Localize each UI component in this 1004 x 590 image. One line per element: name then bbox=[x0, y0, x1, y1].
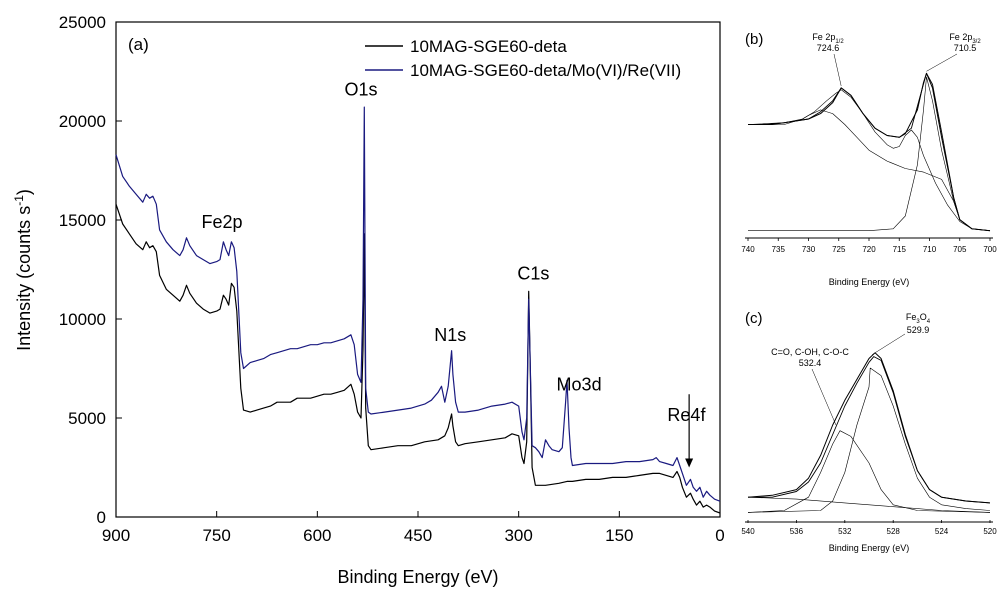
panel-b-x-ticks: 740 735 730 725 720 715 710 705 700 bbox=[741, 238, 997, 254]
b-ann-leader-1 bbox=[926, 53, 958, 72]
a-y-tick-label-1: 5000 bbox=[68, 409, 106, 428]
a-x-tick-label-2: 600 bbox=[303, 526, 331, 545]
panel-a: 900 750 600 450 300 150 0 0 5000 10000 15000 20000… bbox=[12, 13, 725, 587]
re4f-arrow-head bbox=[685, 458, 694, 468]
a-peak-label-5: Re4f bbox=[667, 405, 706, 425]
b-x-tick-label-6: 710 bbox=[923, 245, 937, 254]
c-curve-3 bbox=[747, 367, 991, 513]
a-peak-label-3: C1s bbox=[517, 263, 549, 283]
c-x-tick-label-4: 524 bbox=[935, 527, 949, 536]
panel-c: 540 536 532 528 524 520 C=O, C-OH, C-O-C532.4… bbox=[741, 310, 997, 553]
a-y-tick-label-3: 15000 bbox=[59, 211, 106, 230]
b-ann-value-0: 724.6 bbox=[817, 43, 840, 53]
c-ann-value-0: 532.4 bbox=[799, 358, 822, 368]
c-ann-value-1: 529.9 bbox=[907, 325, 930, 335]
panel-a-frame bbox=[115, 21, 721, 518]
b-x-tick-label-4: 720 bbox=[862, 245, 876, 254]
b-ann-value-1: 710.5 bbox=[954, 43, 977, 53]
b-x-tick-label-1: 735 bbox=[772, 245, 786, 254]
b-x-tick-label-7: 705 bbox=[953, 245, 967, 254]
a-y-tick-label-2: 10000 bbox=[59, 310, 106, 329]
panel-c-series bbox=[747, 352, 991, 513]
panel-a-y-axis-label: Intensity (counts s-1) bbox=[12, 189, 34, 351]
y-axis-label-main: Intensity (counts s bbox=[14, 206, 34, 351]
panel-a-x-axis-label: Binding Energy (eV) bbox=[337, 567, 498, 587]
panel-a-x-ticks: 900 750 600 450 300 150 0 bbox=[102, 511, 725, 545]
b-curve-0 bbox=[748, 72, 991, 232]
c-ann-sub2-1: 4 bbox=[927, 319, 931, 325]
a-x-tick-label-5: 150 bbox=[605, 526, 633, 545]
c-x-tick-label-5: 520 bbox=[983, 527, 997, 536]
panel-b-x-axis-label: Binding Energy (eV) bbox=[829, 277, 910, 287]
a-x-tick-label-1: 750 bbox=[202, 526, 230, 545]
legend-label-0: 10MAG-SGE60-deta bbox=[410, 37, 567, 56]
c-ann-leader-1 bbox=[872, 333, 906, 355]
b-x-tick-label-0: 740 bbox=[741, 245, 755, 254]
c-ann-leader-0 bbox=[811, 368, 837, 426]
a-series-line-1 bbox=[115, 106, 721, 502]
a-x-tick-label-3: 450 bbox=[404, 526, 432, 545]
a-y-tick-label-0: 0 bbox=[97, 508, 106, 527]
b-curve-3 bbox=[747, 89, 991, 231]
legend: 10MAG-SGE60-deta 10MAG-SGE60-deta/Mo(VI)… bbox=[365, 37, 681, 80]
b-ann-sub-0: 1/2 bbox=[835, 39, 844, 45]
a-x-tick-label-0: 900 bbox=[102, 526, 130, 545]
a-peak-label-2: N1s bbox=[434, 325, 466, 345]
b-curve-1 bbox=[748, 72, 991, 232]
panel-b: 740 735 730 725 720 715 710 705 700 Fe 2p1/2724.… bbox=[741, 31, 997, 287]
a-peak-label-0: Fe2p bbox=[202, 212, 243, 232]
a-x-tick-label-6: 0 bbox=[715, 526, 724, 545]
c-x-tick-label-1: 536 bbox=[790, 527, 804, 536]
panel-b-series bbox=[747, 72, 991, 232]
c-ann-sub-1: 3 bbox=[916, 319, 920, 325]
panel-a-label: (a) bbox=[128, 35, 149, 54]
y-axis-label-end: ) bbox=[14, 189, 34, 195]
c-ann-main-1: Fe bbox=[906, 312, 917, 322]
b-ann-main-1: Fe 2p bbox=[949, 32, 972, 42]
c-ann-name-1: Fe3O4 bbox=[906, 312, 931, 325]
c-x-tick-label-0: 540 bbox=[741, 527, 755, 536]
c-ann-name-0: C=O, C-OH, C-O-C bbox=[771, 347, 849, 357]
b-x-tick-label-8: 700 bbox=[983, 245, 997, 254]
b-x-tick-label-3: 725 bbox=[832, 245, 846, 254]
a-peak-label-1: O1s bbox=[344, 79, 377, 99]
a-x-tick-label-4: 300 bbox=[504, 526, 532, 545]
panel-c-x-axis-label: Binding Energy (eV) bbox=[829, 543, 910, 553]
panel-a-y-ticks: 0 5000 10000 15000 20000 25000 bbox=[59, 13, 122, 527]
b-ann-name-0: Fe 2p1/2 bbox=[812, 32, 844, 45]
panel-c-label: (c) bbox=[745, 310, 763, 327]
a-y-tick-label-5: 25000 bbox=[59, 13, 106, 32]
a-peak-label-4: Mo3d bbox=[557, 374, 602, 394]
legend-label-1: 10MAG-SGE60-deta/Mo(VI)/Re(VII) bbox=[410, 61, 681, 80]
c-x-tick-label-3: 528 bbox=[887, 527, 901, 536]
c-x-tick-label-2: 532 bbox=[838, 527, 852, 536]
b-x-tick-label-5: 715 bbox=[893, 245, 907, 254]
b-ann-name-1: Fe 2p3/2 bbox=[949, 32, 981, 45]
b-curve-4 bbox=[748, 76, 991, 231]
a-y-tick-label-4: 20000 bbox=[59, 112, 106, 131]
panel-a-series bbox=[115, 106, 721, 514]
b-ann-sub-1: 3/2 bbox=[972, 39, 981, 45]
y-axis-label-sup: -1 bbox=[12, 195, 26, 206]
b-ann-main-0: Fe 2p bbox=[812, 32, 835, 42]
panel-b-label: (b) bbox=[745, 31, 763, 48]
c-curve-4 bbox=[747, 496, 991, 513]
a-series-line-0 bbox=[115, 204, 721, 514]
b-x-tick-label-2: 730 bbox=[802, 245, 816, 254]
b-curve-2 bbox=[748, 109, 991, 231]
panel-c-x-ticks: 540 536 532 528 524 520 bbox=[741, 520, 997, 536]
c-curve-1 bbox=[748, 356, 991, 504]
c-curve-0 bbox=[747, 352, 991, 504]
c-curve-2 bbox=[747, 430, 991, 513]
panel-a-annotations: Fe2p O1s N1s C1s Mo3d Re4f bbox=[202, 79, 706, 468]
c-ann-main2-1: O bbox=[920, 312, 927, 322]
b-ann-leader-0 bbox=[833, 53, 842, 86]
